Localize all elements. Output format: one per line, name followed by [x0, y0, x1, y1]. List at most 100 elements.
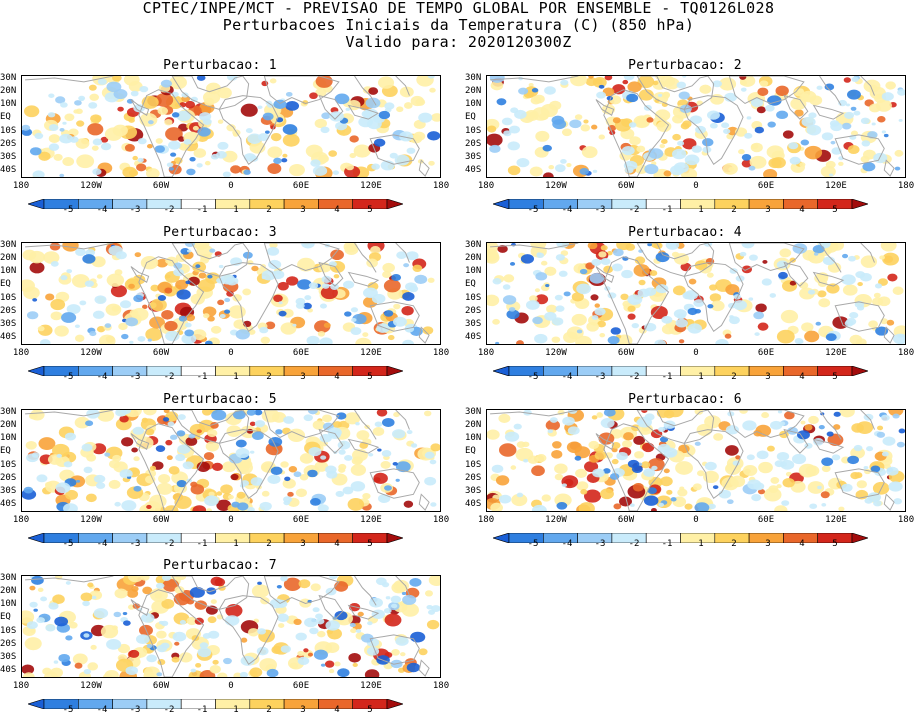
colorbar-wrap [26, 361, 405, 377]
lat-label: 20N [0, 420, 17, 430]
colorbar-label: -3 [594, 539, 606, 549]
colorbar-label: 5 [832, 539, 838, 549]
colorbar-label: 4 [334, 205, 340, 215]
colorbar-label: 2 [266, 539, 272, 549]
panel-perturbacao-4: Perturbacao: 4 30N 20N 10N EQ 10S 20S 30S 40S 180… [465, 226, 914, 391]
lat-label: 20N [465, 420, 482, 430]
colorbar-label: 1 [233, 205, 239, 215]
lon-label: 60W [152, 515, 170, 525]
colorbar-label: -4 [96, 372, 108, 382]
colorbar-wrap [26, 194, 405, 210]
lat-label: 20S [465, 139, 482, 149]
lat-label: 10N [465, 266, 482, 276]
colorbar-label: -3 [129, 205, 141, 215]
lat-label: 10S [0, 126, 17, 136]
temperature-field [22, 576, 440, 677]
lon-label: 180 [477, 348, 495, 358]
panel-perturbacao-7: Perturbacao: 7 30N 20N 10N EQ 10S 20S 30S 40S 180… [0, 559, 449, 724]
lon-label: 60W [617, 515, 635, 525]
colorbar-label: -2 [628, 205, 640, 215]
colorbar [491, 365, 870, 377]
map-frame [21, 575, 441, 678]
colorbar-label: -3 [129, 705, 141, 715]
lat-label: 20S [0, 139, 17, 149]
lon-label: 120W [545, 515, 567, 525]
lat-label: 40S [465, 332, 482, 342]
lon-label: 180 [12, 181, 30, 191]
colorbar-label: 5 [367, 705, 373, 715]
lat-label: 20S [465, 473, 482, 483]
colorbar-label: -2 [163, 705, 175, 715]
lon-label: 120W [545, 348, 567, 358]
panel-title: Perturbacao: 2 [628, 58, 742, 73]
colorbar-label: -2 [628, 372, 640, 382]
lat-label: 10S [0, 626, 17, 636]
colorbar [26, 198, 405, 210]
cold-anomalies [489, 76, 905, 177]
colorbar-label: 2 [266, 372, 272, 382]
continent-outlines [25, 243, 430, 344]
colorbar-label: -5 [62, 705, 74, 715]
lon-label: 120E [825, 515, 847, 525]
lon-label: 120E [360, 348, 382, 358]
colorbar-label: -1 [196, 539, 208, 549]
lat-label: 20S [465, 306, 482, 316]
lon-label: 60E [292, 348, 310, 358]
lat-label: 20N [0, 253, 17, 263]
colorbar-label: 3 [765, 539, 771, 549]
lon-label: 180 [12, 515, 30, 525]
map-frame [21, 409, 441, 512]
lat-label: EQ [0, 446, 11, 456]
lat-label: EQ [0, 279, 11, 289]
colorbar-label: -4 [561, 539, 573, 549]
colorbar-label: -2 [628, 539, 640, 549]
temperature-field [487, 76, 905, 177]
lat-label: 40S [0, 332, 17, 342]
figure-header: CPTEC/INPE/MCT - PREVISAO DE TEMPO GLOBA… [0, 0, 917, 51]
colorbar-label: -1 [661, 539, 673, 549]
lat-label: 30N [0, 73, 17, 83]
lat-label: 30S [465, 319, 482, 329]
continent-outlines [490, 410, 895, 511]
lon-label: 0 [228, 515, 234, 525]
colorbar-label: 3 [300, 205, 306, 215]
map-frame [486, 409, 906, 512]
lon-label: 180 [432, 348, 450, 358]
colorbar-label: -3 [129, 372, 141, 382]
lon-label: 120E [825, 348, 847, 358]
panel-perturbacao-1: Perturbacao: 1 30N 20N 10N EQ 10S 20S 30S 40S 180… [0, 59, 449, 224]
continent-outlines [25, 410, 430, 511]
temperature-field [487, 410, 905, 511]
lat-label: 10N [465, 99, 482, 109]
colorbar-wrap [26, 528, 405, 544]
warm-anomalies [487, 410, 905, 511]
colorbar-label: -5 [527, 539, 539, 549]
panel-title: Perturbacao: 6 [628, 392, 742, 407]
colorbar-label: -2 [163, 372, 175, 382]
continent-outlines [490, 76, 895, 177]
map-frame [486, 75, 906, 178]
colorbar-label: -4 [96, 539, 108, 549]
lat-label: 20S [0, 639, 17, 649]
lon-label: 0 [693, 181, 699, 191]
continent-outlines [490, 243, 895, 344]
colorbar-label: -1 [196, 705, 208, 715]
colorbar-wrap [491, 361, 870, 377]
lon-label: 0 [228, 681, 234, 691]
lon-label: 120W [80, 515, 102, 525]
lat-label: 30S [0, 486, 17, 496]
lat-label: 30N [0, 573, 17, 583]
cold-anomalies [22, 410, 437, 511]
lon-label: 180 [897, 348, 915, 358]
map-frame [21, 75, 441, 178]
lon-label: 120E [360, 181, 382, 191]
colorbar-wrap [26, 694, 405, 710]
colorbar-label: 3 [765, 372, 771, 382]
lon-label: 0 [228, 181, 234, 191]
lat-label: 10S [465, 126, 482, 136]
lat-label: 20N [0, 86, 17, 96]
colorbar-label: 4 [799, 205, 805, 215]
lon-label: 0 [693, 515, 699, 525]
lon-label: 120W [80, 181, 102, 191]
colorbar-label: -4 [96, 205, 108, 215]
